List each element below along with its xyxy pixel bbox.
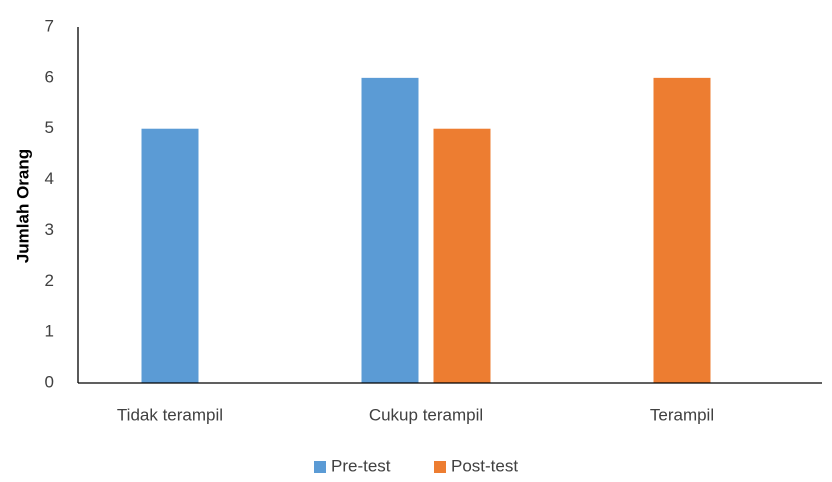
legend-label-pre-test: Pre-test: [331, 456, 391, 475]
y-tick-label: 4: [45, 169, 54, 188]
legend-swatch-pre-test: [314, 461, 326, 473]
bar-pre-test-2: [361, 77, 419, 383]
y-tick-label: 0: [45, 372, 54, 391]
y-tick-label: 5: [45, 118, 54, 137]
bar-pre-test-1: [141, 128, 199, 383]
x-category-label: Cukup terampil: [369, 405, 483, 424]
bar-post-test-3: [653, 77, 711, 383]
legend-label-post-test: Post-test: [451, 456, 518, 475]
x-category-label: Terampil: [650, 405, 714, 424]
x-category-label: Tidak terampil: [117, 405, 223, 424]
bar-post-test-2: [433, 128, 491, 383]
y-tick-label: 1: [45, 322, 54, 341]
legend-swatch-post-test: [434, 461, 446, 473]
y-tick-label: 3: [45, 220, 54, 239]
y-tick-label: 7: [45, 16, 54, 35]
y-tick-label: 6: [45, 67, 54, 86]
y-tick-label: 2: [45, 271, 54, 290]
legend: Pre-test Post-test: [314, 456, 518, 475]
y-axis-label: Jumlah Orang: [13, 149, 32, 263]
